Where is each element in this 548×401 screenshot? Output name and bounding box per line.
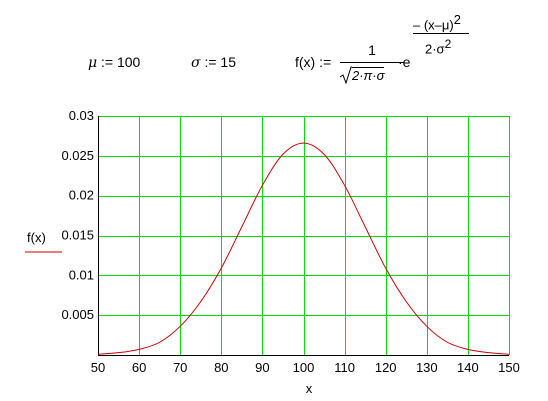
mu-value: 100 — [116, 54, 141, 70]
exp-numerator: – (x–μ)2 — [413, 12, 461, 32]
x-tick-label: 60 — [132, 360, 146, 375]
x-tick-label: 130 — [416, 360, 438, 375]
exp-numerator-text: – (x–μ) — [413, 17, 454, 33]
exp-denominator-power: 2 — [444, 37, 452, 51]
sqrt-icon — [339, 66, 352, 85]
axes — [98, 116, 509, 356]
function-name: f(x) — [295, 54, 316, 70]
sigma-value: 15 — [220, 54, 236, 70]
x-tick-label: 70 — [173, 360, 187, 375]
function-lhs: f(x) := — [295, 54, 331, 70]
exp-base: ·e — [398, 54, 411, 70]
function-assign: := — [319, 54, 332, 70]
tick-labels: 50 60 70 80 90 100 110 120 130 140 150 0.005 0.01 0.0… — [61, 108, 519, 375]
exp-numerator-power: 2 — [453, 12, 461, 27]
y-tick-label: 0.02 — [69, 188, 94, 203]
x-tick-label: 90 — [255, 360, 269, 375]
mu-assign: := — [101, 54, 114, 70]
exp-multiplier: ·e — [398, 54, 410, 70]
sigma-assign: := — [204, 54, 217, 70]
mu-symbol: μ — [88, 55, 98, 71]
x-tick-label: 100 — [293, 360, 315, 375]
x-tick-label: 120 — [375, 360, 397, 375]
x-tick-label: 150 — [498, 360, 520, 375]
mu-definition: μ := 100 — [88, 54, 140, 71]
fraction-bar — [340, 62, 404, 63]
y-tick-label: 0.005 — [61, 307, 94, 322]
y-tick-label: 0.03 — [69, 108, 94, 123]
exp-denominator: 2·σ2 — [425, 37, 451, 56]
y-tick-label: 0.01 — [69, 267, 94, 282]
sigma-symbol: σ — [191, 55, 201, 71]
y-tick-label: 0.025 — [61, 148, 94, 163]
exp-fraction-bar — [413, 33, 469, 34]
sqrt-body: 2·π·σ — [352, 67, 385, 83]
exp-denominator-text: 2·σ — [425, 41, 445, 57]
x-axis-label: x — [306, 381, 313, 396]
numerator-one: 1 — [368, 42, 376, 58]
grid — [98, 116, 510, 355]
fraction-denominator: 2·π·σ — [339, 66, 385, 85]
density-curve — [97, 142, 510, 355]
x-tick-label: 80 — [214, 360, 228, 375]
x-tick-label: 140 — [457, 360, 479, 375]
x-tick-label: 50 — [91, 360, 105, 375]
y-axis-label: f(x) — [27, 230, 46, 245]
x-tick-label: 110 — [334, 360, 355, 375]
sigma-definition: σ := 15 — [191, 54, 236, 71]
y-tick-label: 0.015 — [61, 228, 94, 243]
fraction-numerator: 1 — [340, 42, 404, 58]
